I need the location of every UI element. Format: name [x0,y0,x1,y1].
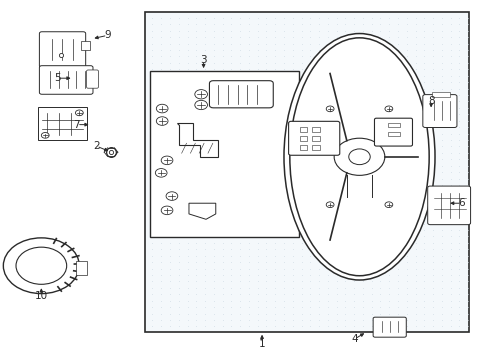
Circle shape [195,90,207,99]
Circle shape [161,206,173,215]
Bar [312,145,319,150]
Circle shape [349,149,370,165]
Text: 1: 1 [259,339,266,348]
Text: 2: 2 [93,141,99,151]
Bar [312,136,319,141]
Circle shape [156,117,168,125]
Circle shape [16,247,67,284]
Bar [432,92,450,97]
Bar [145,12,469,332]
Bar [150,71,298,237]
FancyBboxPatch shape [39,66,93,94]
Text: 10: 10 [35,291,48,301]
Circle shape [334,138,385,175]
Bar [81,41,90,50]
Circle shape [385,202,393,208]
Circle shape [166,192,178,201]
Polygon shape [189,203,216,219]
Circle shape [41,132,49,138]
FancyBboxPatch shape [209,81,273,108]
Circle shape [75,110,83,116]
FancyBboxPatch shape [423,95,457,127]
Polygon shape [177,123,218,157]
Bar [299,127,307,132]
Circle shape [161,156,173,165]
Circle shape [3,238,79,294]
FancyBboxPatch shape [374,118,413,146]
Circle shape [326,106,334,112]
Circle shape [156,104,168,113]
Circle shape [155,168,167,177]
Text: 6: 6 [459,198,465,208]
Bar [299,145,307,150]
Bar [388,123,400,127]
FancyBboxPatch shape [373,317,406,337]
Ellipse shape [290,38,429,276]
Bar [76,261,87,275]
Text: 5: 5 [54,73,61,83]
FancyBboxPatch shape [38,108,87,140]
FancyBboxPatch shape [428,186,470,225]
Bar [312,127,319,132]
FancyBboxPatch shape [289,121,340,155]
Text: 3: 3 [200,55,207,65]
Text: 9: 9 [104,30,111,40]
Ellipse shape [284,33,435,280]
Bar [299,136,307,141]
FancyBboxPatch shape [39,32,86,67]
Bar [388,132,400,136]
FancyBboxPatch shape [87,70,98,88]
Text: 8: 8 [428,96,435,107]
Text: 4: 4 [351,334,358,344]
Circle shape [326,202,334,208]
Text: 7: 7 [74,120,80,130]
Circle shape [195,100,207,110]
Circle shape [385,106,393,112]
